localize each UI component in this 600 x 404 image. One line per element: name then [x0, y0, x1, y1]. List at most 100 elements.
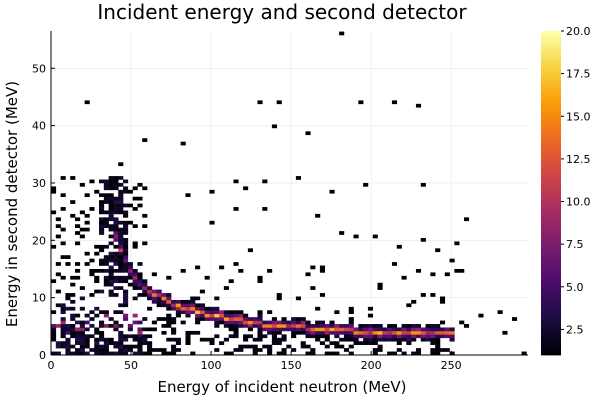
heatmap-cell [353, 337, 359, 342]
colorbar-segment [541, 52, 561, 56]
colorbar-segment [541, 39, 561, 43]
colorbar-segment [541, 352, 561, 356]
heatmap-cell [99, 337, 105, 342]
heatmap-cell [281, 320, 287, 325]
heatmap-cell [94, 330, 100, 335]
heatmap-cell [137, 348, 143, 352]
heatmap-cell [358, 100, 364, 105]
heatmap-cell [238, 344, 244, 349]
heatmap-cell [99, 179, 105, 184]
heatmap-cell [99, 200, 105, 204]
heatmap-cell [223, 320, 229, 325]
heatmap-cell [60, 303, 66, 308]
colorbar-segment [541, 203, 561, 207]
heatmap-cell [257, 310, 263, 315]
heatmap-cell [132, 196, 138, 201]
heatmap-cell [180, 268, 186, 273]
heatmap-cell [60, 341, 66, 345]
heatmap-cell [295, 327, 301, 332]
colorbar-segment [541, 209, 561, 213]
heatmap-cell [123, 251, 129, 256]
colorbar-segment [541, 276, 561, 280]
heatmap-cell [319, 341, 326, 345]
heatmap-cell [175, 348, 181, 352]
heatmap-cell [103, 275, 109, 280]
heatmap-cell [132, 186, 138, 191]
heatmap-cell [300, 327, 306, 332]
heatmap-cell [123, 344, 129, 349]
heatmap-cell [147, 306, 153, 311]
heatmap-cell [103, 186, 109, 191]
colorbar-segment [541, 241, 561, 245]
heatmap-cell [204, 310, 210, 315]
heatmap-cell [295, 176, 301, 180]
heatmap-cell [99, 231, 105, 235]
heatmap-cell [199, 313, 205, 318]
heatmap-cell [262, 344, 268, 349]
heatmap-cell [228, 317, 234, 321]
heatmap-cell [156, 296, 162, 301]
heatmap-cell [329, 324, 335, 328]
heatmap-cell [70, 327, 76, 332]
heatmap-cell [262, 324, 268, 328]
colorbar-segment [541, 309, 561, 313]
heatmap-cell [262, 179, 268, 184]
heatmap-cell [79, 296, 85, 301]
heatmap-cell [108, 265, 114, 270]
heatmap-cell [118, 203, 124, 208]
heatmap-cell [79, 210, 85, 215]
heatmap-cell [223, 317, 229, 321]
heatmap-cell [142, 224, 148, 228]
heatmap-cell [127, 282, 133, 287]
heatmap-cell [142, 317, 148, 321]
heatmap-cell [166, 299, 172, 304]
heatmap-cell [430, 337, 436, 342]
colorbar-segment [541, 338, 561, 342]
colorbar-segment [541, 184, 561, 188]
heatmap-cell [70, 330, 76, 335]
heatmap-cell [415, 324, 422, 328]
heatmap-cell [334, 344, 340, 349]
heatmap-cell [281, 348, 287, 352]
heatmap-cell [103, 341, 109, 345]
heatmap-cell [449, 334, 455, 339]
heatmap-cell [511, 317, 518, 321]
heatmap-cell [219, 320, 225, 325]
heatmap-cell [171, 317, 177, 321]
heatmap-cell [89, 334, 95, 339]
heatmap-cell [161, 348, 167, 352]
heatmap-cell [348, 324, 354, 328]
heatmap-cell [113, 196, 119, 201]
heatmap-cell [108, 176, 114, 180]
heatmap-cell [89, 348, 95, 352]
heatmap-cell [89, 310, 95, 315]
colorbar-tick-label: 5.0 [566, 281, 584, 294]
heatmap-cell [358, 330, 364, 335]
heatmap-cell [315, 213, 321, 218]
heatmap-cell [103, 310, 109, 315]
heatmap-cell [185, 306, 191, 311]
heatmap-cell [425, 330, 431, 335]
heatmap-cell [118, 337, 124, 342]
heatmap-cell [396, 341, 402, 345]
heatmap-cell [127, 203, 133, 208]
heatmap-cell [199, 306, 205, 311]
heatmap-cell [348, 310, 354, 315]
heatmap-cell [94, 348, 100, 352]
heatmap-cell [396, 327, 402, 332]
colorbar-segment [541, 168, 561, 172]
heatmap-cell [132, 272, 138, 277]
heatmap-cell [267, 330, 273, 335]
heatmap-cell [291, 348, 297, 352]
heatmap-cell [420, 182, 426, 187]
heatmap-cell [60, 207, 66, 211]
heatmap-cell [348, 351, 354, 356]
heatmap-cell [99, 220, 105, 225]
heatmap-cell [334, 324, 340, 328]
colorbar-segment [541, 139, 561, 143]
colorbar-segment [541, 206, 561, 210]
heatmap-cell [75, 351, 81, 356]
heatmap-cell [108, 317, 114, 321]
heatmap-cell [132, 334, 138, 339]
heatmap-cell [94, 337, 100, 342]
